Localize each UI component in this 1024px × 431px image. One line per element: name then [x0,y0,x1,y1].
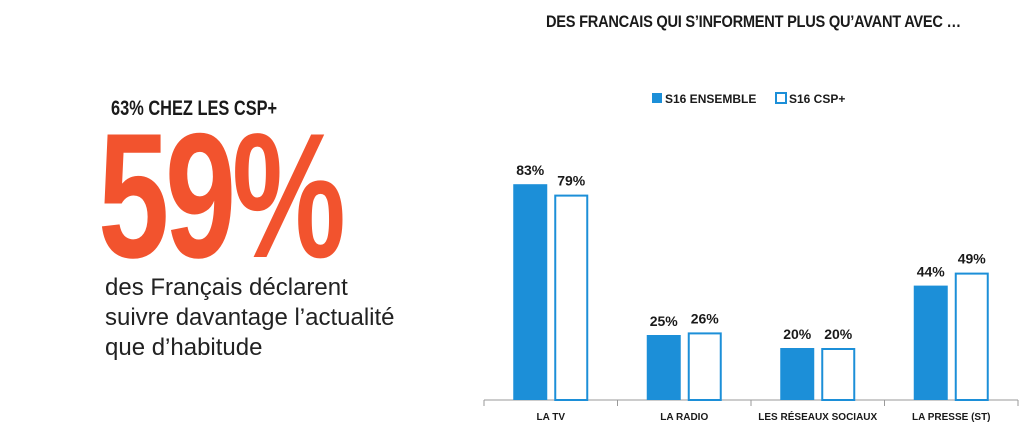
data-label-1-4: 44% [917,264,946,280]
data-label-1-3: 20% [783,326,812,342]
chart-headline: DES FRANCAIS QUI S’INFORMENT PLUS QU’AVA… [546,12,961,31]
data-label-2-4: 49% [958,251,987,267]
category-label-4: LA PRESSE (ST) [912,412,991,423]
bar-2-2 [687,332,722,401]
big-percentage: 59% [98,96,346,295]
bar-1-4 [913,285,948,400]
description-line-3: que d’habitude [105,334,263,361]
bar-2-4 [954,272,989,402]
bar-1-3 [780,348,815,400]
category-label-1: LA TV [536,412,565,423]
data-label-1-2: 25% [650,313,679,329]
category-label-3: LES RÉSEAUX SOCIAUX [758,410,877,423]
legend-label-2: S16 CSP+ [789,92,845,106]
csp-stat-text: 63% CHEZ LES CSP+ [111,97,278,120]
bar-2-3 [821,348,856,401]
bar-chart: S16 ENSEMBLE S16 CSP+ 83% 79% LA TV 25% 26% LA … [483,92,1019,423]
data-label-2-3: 20% [824,326,853,342]
description-line-1: des Français déclarent [105,274,348,301]
data-label-1-1: 83% [516,162,545,178]
legend-swatch-2 [775,92,787,104]
data-label-2-2: 26% [691,310,720,326]
category-label-2: LA RADIO [660,412,708,423]
legend-label-1: S16 ENSEMBLE [665,92,756,106]
data-label-2-1: 79% [557,173,586,189]
description-text: des Français déclarent suivre davantage … [105,273,475,363]
bar-1-2 [646,335,681,400]
bar-1-1 [513,184,548,400]
description-line-2: suivre davantage l’actualité [105,304,395,331]
legend-swatch-1 [652,93,662,103]
bar-2-1 [554,194,589,401]
